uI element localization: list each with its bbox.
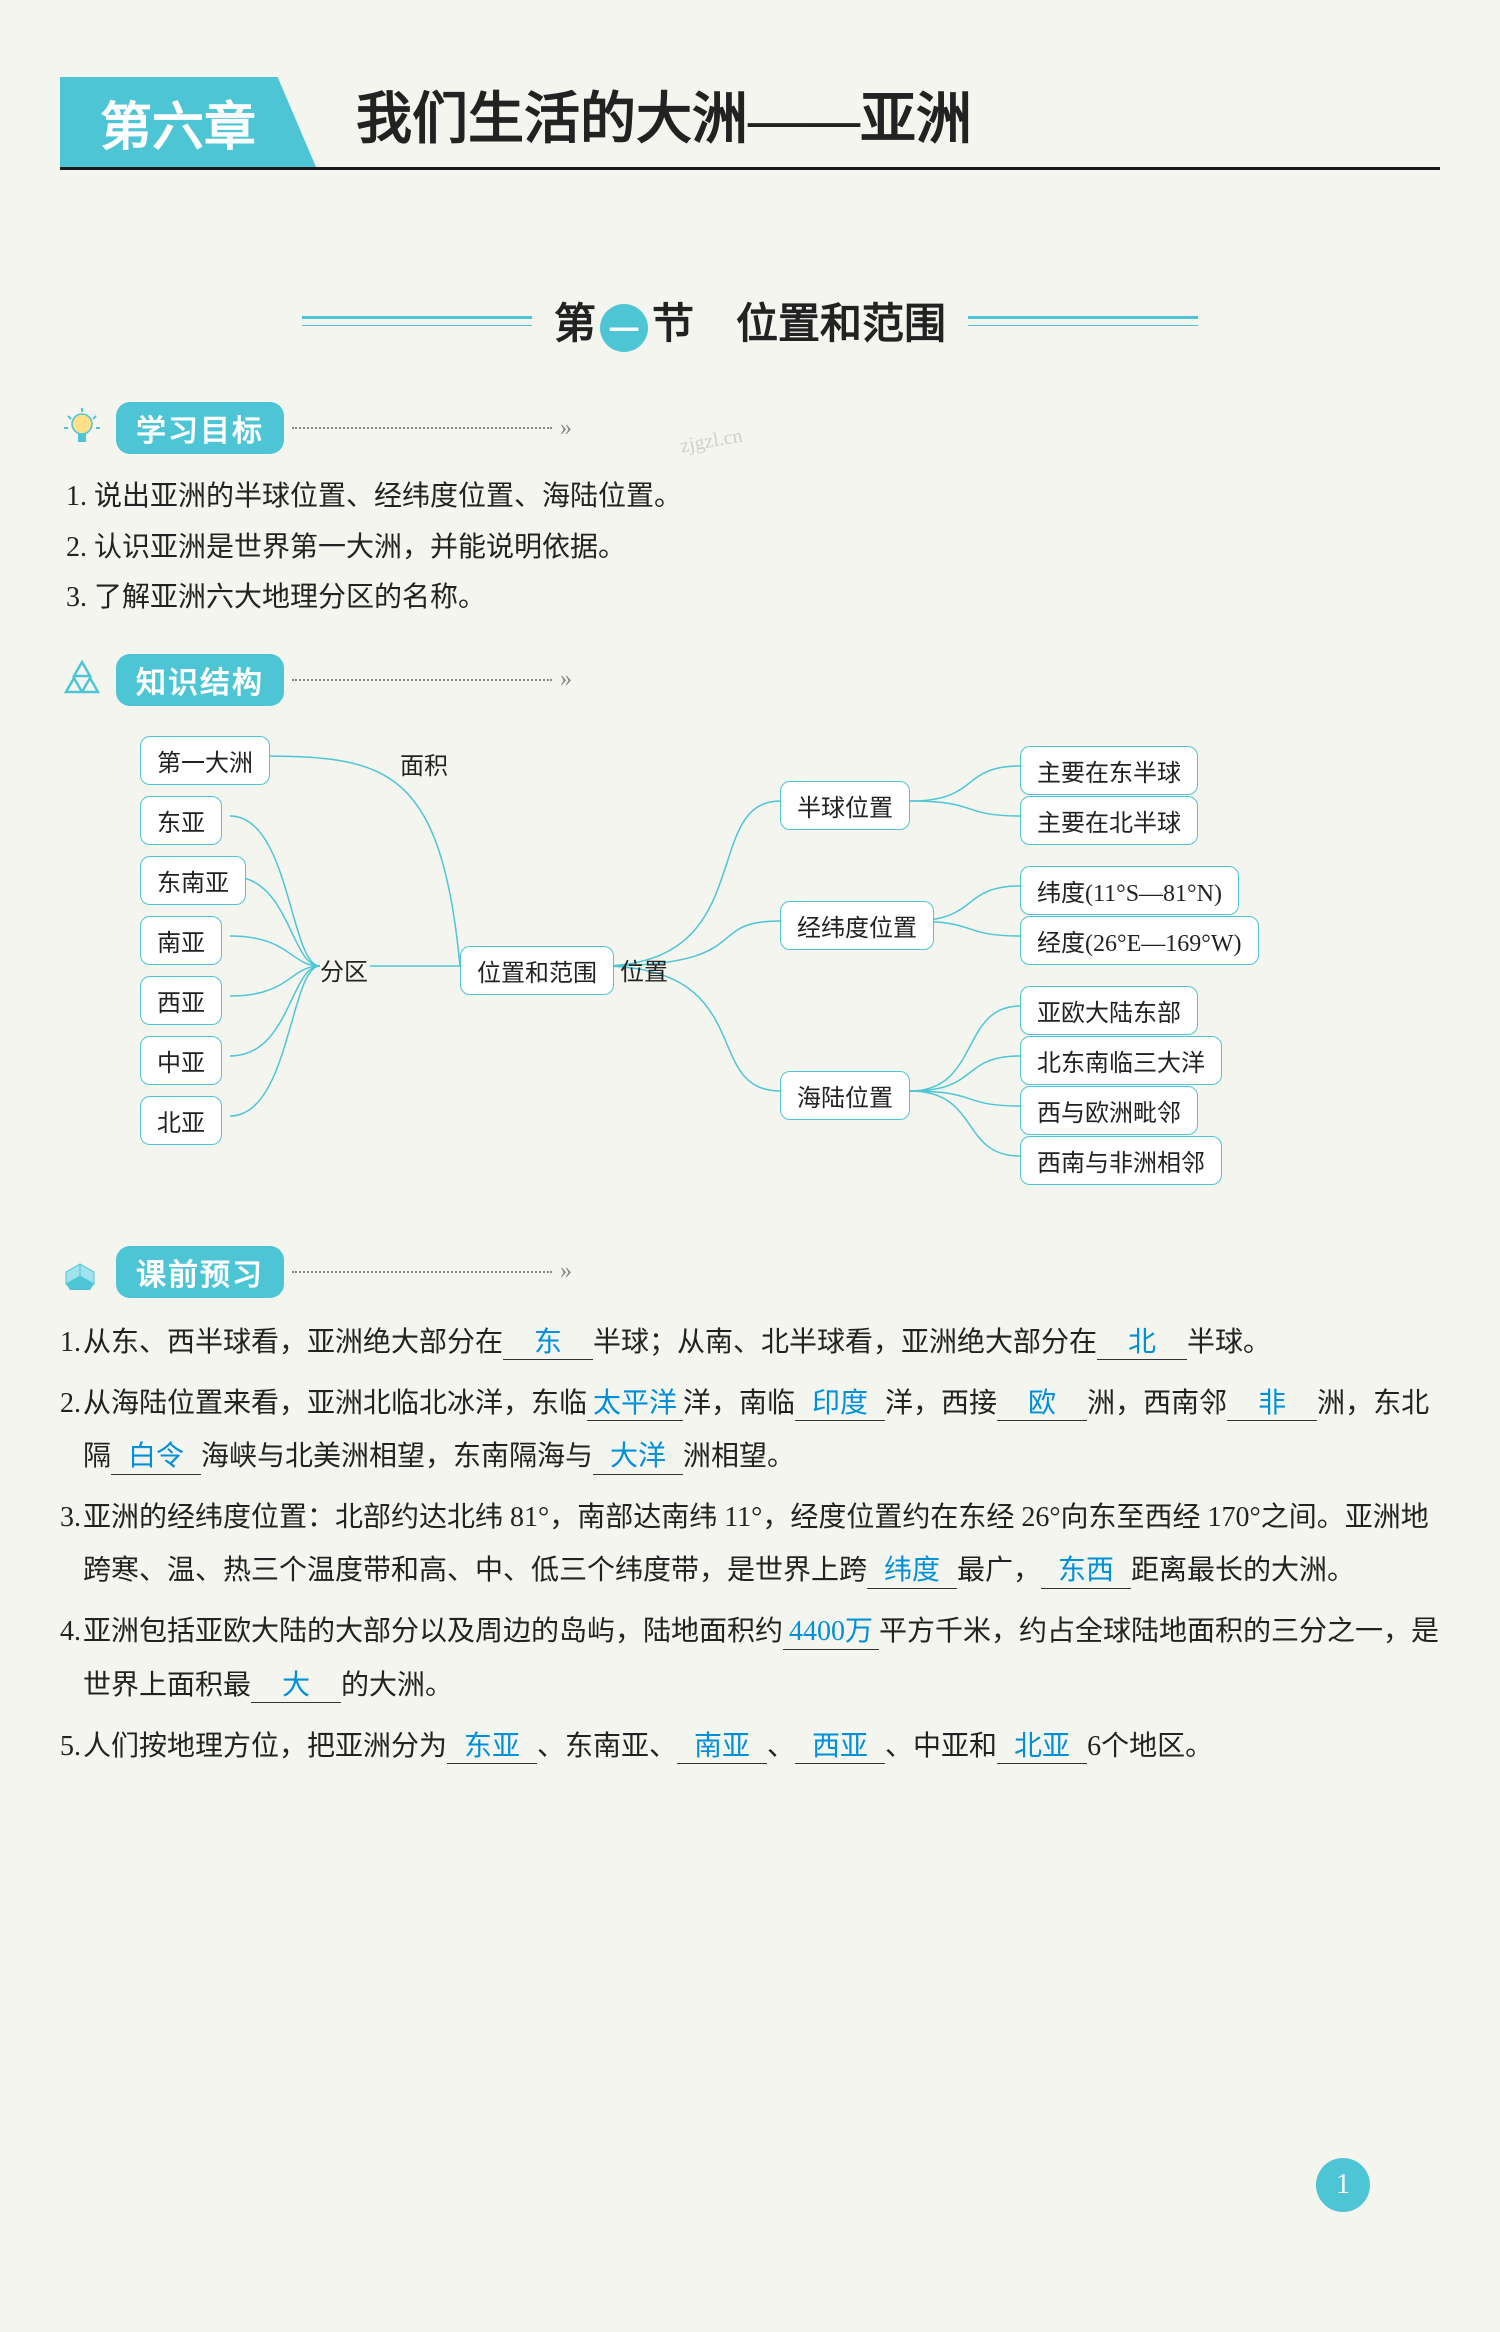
fill-blank: 4400万 — [783, 1615, 879, 1650]
item-body: 亚洲的经纬度位置：北部约达北纬 81°，南部达南纬 11°，经度位置约在东经 2… — [83, 1491, 1440, 1597]
divider — [292, 427, 552, 429]
preview-item: 3.亚洲的经纬度位置：北部约达北纬 81°，南部达南纬 11°，经度位置约在东经… — [60, 1491, 1440, 1597]
objective-item: 1. 说出亚洲的半球位置、经纬度位置、海陆位置。 — [66, 472, 1440, 522]
right-leaf-node: 亚欧大陆东部 — [1020, 986, 1198, 1035]
fill-blank: 北 — [1097, 1326, 1187, 1361]
objectives-label: 学习目标 — [116, 402, 284, 454]
right-leaf-node: 西南与非洲相邻 — [1020, 1136, 1222, 1185]
right-group-node: 海陆位置 — [780, 1071, 910, 1120]
fill-blank: 大洋 — [593, 1440, 683, 1475]
fill-blank: 西亚 — [795, 1730, 885, 1765]
section-suffix: 节 位置和范围 — [652, 302, 946, 348]
item-number: 3. — [60, 1491, 81, 1597]
objective-item: 2. 认识亚洲是世界第一大洲，并能说明依据。 — [66, 523, 1440, 573]
item-number: 2. — [60, 1377, 81, 1483]
fill-blank: 白令 — [111, 1440, 201, 1475]
objectives-block: 学习目标 » 1. 说出亚洲的半球位置、经纬度位置、海陆位置。2. 认识亚洲是世… — [60, 402, 1440, 623]
item-body: 从海陆位置来看，亚洲北临北冰洋，东临太平洋洋，南临印度洋，西接欧洲，西南邻非洲，… — [83, 1377, 1440, 1483]
structure-block: 知识结构 » 位置和范围位置 分区 面积 第一大洲东亚东南亚南亚西亚中亚北亚 半球位置 主… — [60, 654, 1440, 1206]
left-leaf-node: 南亚 — [140, 916, 222, 965]
preview-item: 1.从东、西半球看，亚洲绝大部分在东半球；从南、北半球看，亚洲绝大部分在北半球。 — [60, 1316, 1440, 1369]
objectives-list: 1. 说出亚洲的半球位置、经纬度位置、海陆位置。2. 认识亚洲是世界第一大洲，并… — [60, 472, 1440, 623]
right-leaf-node: 纬度(11°S—81°N) — [1020, 866, 1239, 915]
divider — [292, 679, 552, 681]
fill-blank: 东 — [503, 1326, 593, 1361]
item-body: 人们按地理方位，把亚洲分为东亚、东南亚、南亚、西亚、中亚和北亚6个地区。 — [83, 1720, 1440, 1773]
preview-label: 课前预习 — [116, 1246, 284, 1298]
section-prefix: 第 — [554, 302, 596, 348]
fill-blank: 纬度 — [867, 1554, 957, 1589]
item-body: 从东、西半球看，亚洲绝大部分在东半球；从南、北半球看，亚洲绝大部分在北半球。 — [83, 1316, 1440, 1369]
fill-blank: 北亚 — [997, 1730, 1087, 1765]
fill-blank: 大 — [251, 1669, 341, 1704]
area-label: 面积 — [400, 746, 448, 781]
section-header: 第一节 位置和范围 — [60, 290, 1440, 352]
right-leaf-node: 主要在北半球 — [1020, 796, 1198, 845]
right-group-node: 经纬度位置 — [780, 901, 934, 950]
arrow-icon: » — [560, 1258, 572, 1285]
preview-item: 4.亚洲包括亚欧大陆的大部分以及周边的岛屿，陆地面积约4400万平方千米，约占全… — [60, 1605, 1440, 1711]
item-number: 1. — [60, 1316, 81, 1369]
right-branch-label: 位置 — [620, 952, 668, 987]
item-number: 4. — [60, 1605, 81, 1711]
arrow-icon: » — [560, 415, 572, 442]
chapter-header: 第六章 我们生活的大洲——亚洲 — [60, 80, 1440, 170]
item-number: 5. — [60, 1720, 81, 1773]
chapter-tab: 第六章 — [60, 77, 316, 167]
right-group-node: 半球位置 — [780, 781, 910, 830]
preview-item: 2.从海陆位置来看，亚洲北临北冰洋，东临太平洋洋，南临印度洋，西接欧洲，西南邻非… — [60, 1377, 1440, 1483]
left-leaf-node: 北亚 — [140, 1096, 222, 1145]
structure-label: 知识结构 — [116, 654, 284, 706]
fill-blank: 非 — [1227, 1387, 1317, 1422]
right-leaf-node: 经度(26°E—169°W) — [1020, 916, 1259, 965]
fill-blank: 欧 — [997, 1387, 1087, 1422]
preview-list: 1.从东、西半球看，亚洲绝大部分在东半球；从南、北半球看，亚洲绝大部分在北半球。… — [60, 1316, 1440, 1774]
right-leaf-node: 北东南临三大洋 — [1020, 1036, 1222, 1085]
preview-item: 5.人们按地理方位，把亚洲分为东亚、东南亚、南亚、西亚、中亚和北亚6个地区。 — [60, 1720, 1440, 1773]
arrow-icon: » — [560, 666, 572, 693]
left-leaf-node: 东南亚 — [140, 856, 246, 905]
right-leaf-node: 西与欧洲毗邻 — [1020, 1086, 1198, 1135]
right-leaf-node: 主要在东半球 — [1020, 746, 1198, 795]
fill-blank: 印度 — [795, 1387, 885, 1422]
left-leaf-node: 东亚 — [140, 796, 222, 845]
center-node: 位置和范围 — [460, 946, 614, 995]
lightbulb-icon — [60, 406, 104, 450]
section-number-dot: 一 — [600, 304, 648, 352]
book-icon — [60, 1250, 104, 1294]
fill-blank: 南亚 — [677, 1730, 767, 1765]
chapter-title: 我们生活的大洲——亚洲 — [356, 74, 972, 167]
preview-block: 课前预习 » 1.从东、西半球看，亚洲绝大部分在东半球；从南、北半球看，亚洲绝大… — [60, 1246, 1440, 1774]
page-number: 1 — [1316, 2158, 1370, 2212]
recycle-icon — [60, 658, 104, 702]
fill-blank: 东亚 — [447, 1730, 537, 1765]
left-branch-label: 分区 — [320, 952, 368, 987]
left-leaf-node: 西亚 — [140, 976, 222, 1025]
item-body: 亚洲包括亚欧大陆的大部分以及周边的岛屿，陆地面积约4400万平方千米，约占全球陆… — [83, 1605, 1440, 1711]
divider — [292, 1271, 552, 1273]
left-leaf-node: 中亚 — [140, 1036, 222, 1085]
left-leaf-node: 第一大洲 — [140, 736, 270, 785]
mindmap-diagram: 位置和范围位置 分区 面积 第一大洲东亚东南亚南亚西亚中亚北亚 半球位置 主要在东半球主要… — [60, 726, 1440, 1206]
fill-blank: 太平洋 — [587, 1387, 683, 1422]
fill-blank: 东西 — [1041, 1554, 1131, 1589]
objective-item: 3. 了解亚洲六大地理分区的名称。 — [66, 573, 1440, 623]
